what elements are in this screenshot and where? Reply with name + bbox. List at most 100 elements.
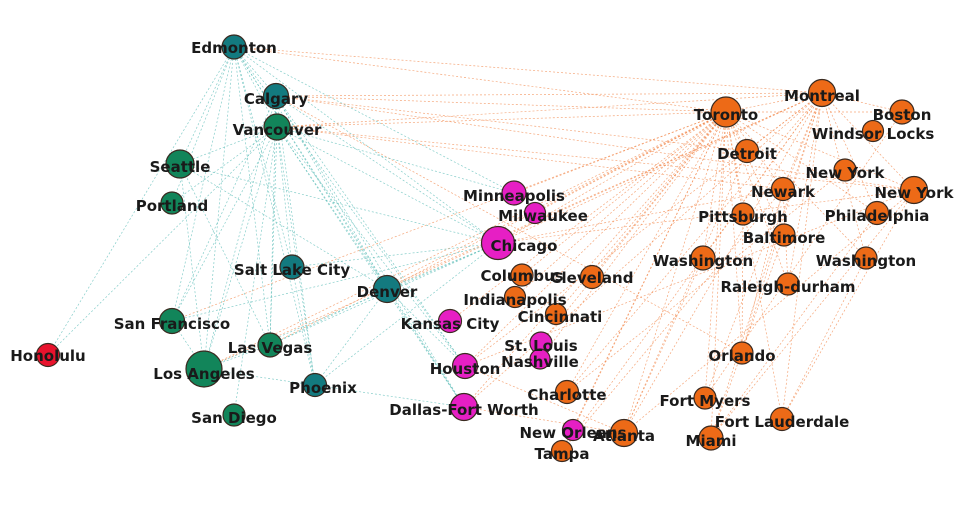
node-label-toronto: Toronto <box>694 106 758 124</box>
node-label-edmonton: Edmonton <box>191 39 277 57</box>
node-sandiego[interactable] <box>222 403 246 427</box>
edge-edmonton-sanfrancisco <box>171 46 235 322</box>
node-lasvegas[interactable] <box>257 332 283 358</box>
edge-toronto-losangeles <box>203 111 727 370</box>
node-milwaukee[interactable] <box>523 201 547 225</box>
node-pittsburgh[interactable] <box>731 202 755 226</box>
edge-calgary-denver <box>275 95 388 290</box>
node-detroit[interactable] <box>734 138 760 164</box>
edge-vancouver-montreal <box>276 92 823 128</box>
edge-toronto-houston <box>464 111 727 367</box>
node-indianapolis[interactable] <box>503 285 527 309</box>
node-label-portland: Portland <box>136 197 209 215</box>
node-philadelphia[interactable] <box>864 200 890 226</box>
node-label-saltlake: Salt Lake City <box>234 261 350 279</box>
node-washington2[interactable] <box>854 246 878 270</box>
edge-calgary-dallas <box>275 95 465 408</box>
edge-vancouver-toronto <box>276 111 727 128</box>
node-montreal[interactable] <box>807 78 837 108</box>
node-vancouver[interactable] <box>263 113 291 141</box>
edge-denver-dallas <box>386 288 465 408</box>
edge-toronto-stlouis <box>540 111 727 344</box>
edge-toronto-baltimore <box>725 111 785 236</box>
edge-edmonton-chicago <box>233 46 499 244</box>
node-portland[interactable] <box>160 191 184 215</box>
node-toronto[interactable] <box>710 96 742 128</box>
node-fortlauderdale[interactable] <box>769 406 795 432</box>
edge-calgary-newyork2 <box>275 95 915 191</box>
edge-montreal-losangeles <box>203 92 823 370</box>
node-newyork1[interactable] <box>833 158 857 182</box>
node-atlanta[interactable] <box>609 418 639 448</box>
node-calgary[interactable] <box>262 82 290 110</box>
node-newyork2[interactable] <box>899 175 929 205</box>
edge-chicago-seattle <box>179 163 499 244</box>
edge-chicago-losangeles <box>203 242 499 370</box>
node-newark[interactable] <box>770 176 796 202</box>
edge-vancouver-honolulu <box>47 126 278 356</box>
node-charlotte[interactable] <box>554 379 580 405</box>
edge-chicago-phoenix <box>314 242 499 386</box>
node-honolulu[interactable] <box>35 342 61 368</box>
edge-toronto-montreal <box>725 92 823 113</box>
node-label-orlando: Orlando <box>708 347 775 365</box>
edge-vancouver-newark <box>276 126 784 190</box>
node-chicago[interactable] <box>480 225 516 261</box>
edge-vancouver-minneapolis <box>276 126 515 194</box>
node-columbus[interactable] <box>510 263 534 287</box>
node-neworleans[interactable] <box>561 418 585 442</box>
node-label-minneapolis: Minneapolis <box>463 187 565 205</box>
node-label-nashville: Nashville <box>501 353 579 371</box>
edge-toronto-minneapolis <box>513 111 727 194</box>
edge-montreal-raleigh <box>787 92 823 285</box>
node-minneapolis[interactable] <box>501 180 527 206</box>
node-saltlake[interactable] <box>279 254 305 280</box>
node-washington1[interactable] <box>690 245 716 271</box>
node-layer <box>35 34 929 463</box>
node-label-windsorlocks: Windsor Locks <box>812 125 935 143</box>
edge-calgary-losangeles <box>203 95 277 370</box>
node-nashville[interactable] <box>529 348 551 370</box>
edge-toronto-indianapolis <box>514 111 727 298</box>
node-phoenix[interactable] <box>302 372 328 398</box>
node-baltimore[interactable] <box>772 223 796 247</box>
label-layer: Edmonton Calgary Vancouver Seattle Portland S… <box>10 39 954 463</box>
node-label-cleveland: Cleveland <box>551 269 634 287</box>
node-raleigh[interactable] <box>776 272 800 296</box>
node-dallas[interactable] <box>449 392 479 422</box>
edge-vancouver-seattle <box>179 126 278 165</box>
node-edmonton[interactable] <box>221 34 247 60</box>
node-orlando[interactable] <box>730 341 754 365</box>
edge-calgary-houston <box>275 95 466 367</box>
node-houston[interactable] <box>451 352 479 380</box>
edge-miami-newyork2 <box>710 189 915 439</box>
node-cincinnati[interactable] <box>544 302 568 326</box>
node-seattle[interactable] <box>165 149 195 179</box>
edge-vancouver-houston <box>276 126 466 367</box>
node-label-baltimore: Baltimore <box>743 229 826 247</box>
edge-vancouver-lasvegas <box>269 126 278 346</box>
edge-atlanta-washington1 <box>623 257 704 434</box>
node-label-newyork1: New York <box>806 164 886 182</box>
node-fortmyers[interactable] <box>693 386 717 410</box>
node-denver[interactable] <box>372 274 402 304</box>
node-tampa[interactable] <box>550 439 574 463</box>
node-miami[interactable] <box>698 425 724 451</box>
node-label-fortmyers: Fort Myers <box>660 392 751 410</box>
node-label-charlotte: Charlotte <box>527 386 606 404</box>
node-losangeles[interactable] <box>185 350 223 388</box>
edge-montreal-miami <box>710 92 823 439</box>
node-label-cincinnati: Cincinnati <box>518 308 603 326</box>
edge-toronto-kansascity <box>449 111 727 322</box>
node-sanfrancisco[interactable] <box>158 307 186 335</box>
node-boston[interactable] <box>889 99 915 125</box>
edge-edmonton-losangeles <box>203 46 235 370</box>
edge-montreal-newark <box>782 92 823 190</box>
edge-vancouver-dallas <box>276 126 465 408</box>
node-label-tampa: Tampa <box>535 445 590 463</box>
node-kansascity[interactable] <box>437 308 463 334</box>
node-cleveland[interactable] <box>579 264 605 290</box>
node-label-columbus: Columbus <box>480 267 563 285</box>
edge-montreal-atlanta <box>623 92 823 434</box>
node-windsorlocks[interactable] <box>861 119 885 143</box>
